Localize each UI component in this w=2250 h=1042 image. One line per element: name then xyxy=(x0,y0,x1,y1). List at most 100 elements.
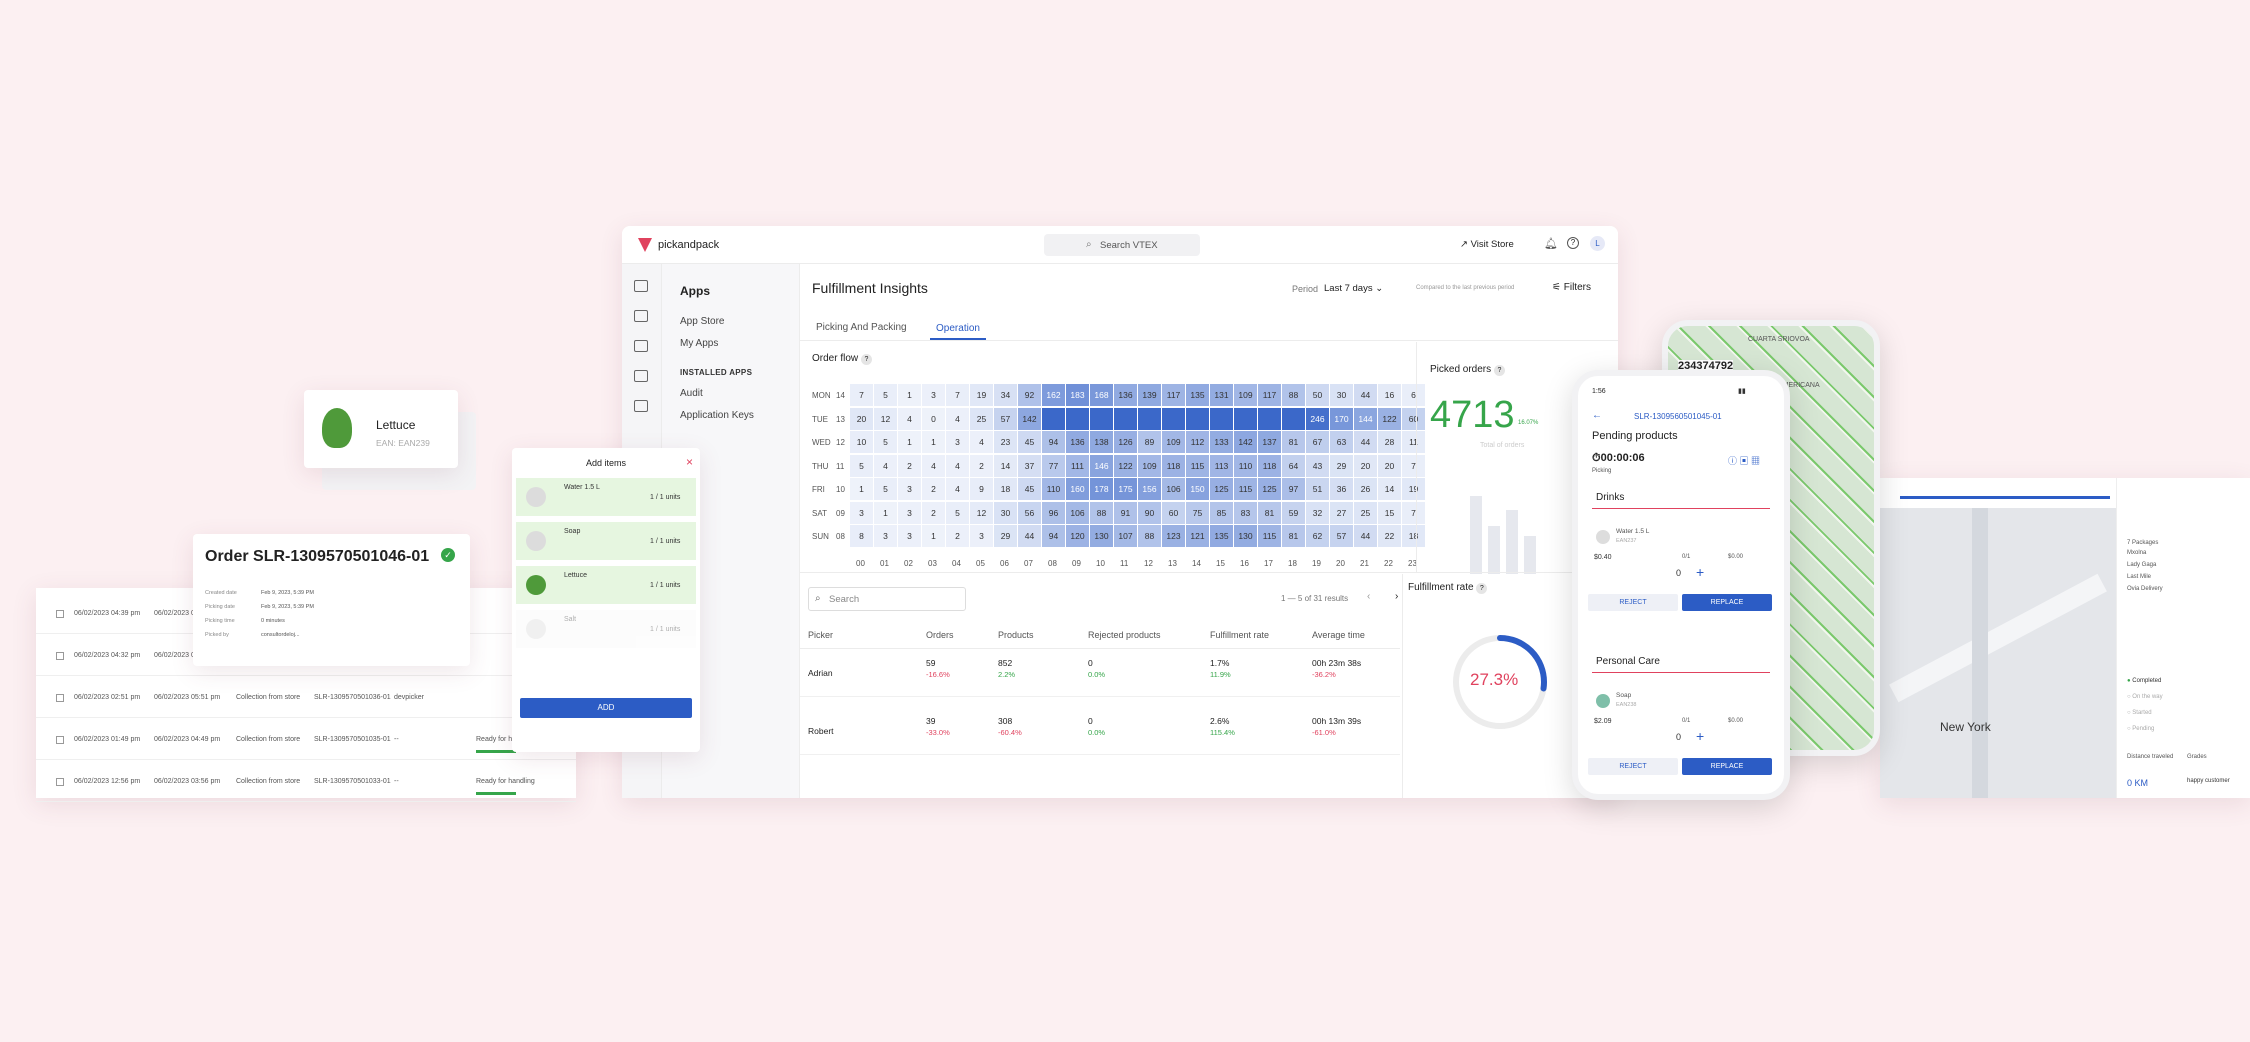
status-on-the-way: ○ On the way xyxy=(2127,694,2163,700)
heatmap-cell: 20 xyxy=(1354,454,1377,477)
list-cell: 06/02/2023 03:56 pm xyxy=(154,778,221,785)
plus-icon[interactable]: + xyxy=(1696,564,1705,580)
cell-value: 2.6% xyxy=(1210,716,1230,726)
picker-search-input[interactable]: ⌕ Search xyxy=(808,587,966,611)
column-header[interactable]: Picker xyxy=(808,630,834,640)
row-divider xyxy=(800,754,1400,755)
list-cell: 06/02/2023 01:49 pm xyxy=(74,736,141,743)
info-icon[interactable]: ? xyxy=(1476,583,1488,594)
list-item[interactable]: 06/02/2023 04:32 pm 06/02/2023 07:... xyxy=(36,642,576,676)
heatmap-cell: 45 xyxy=(1018,431,1041,453)
hour-label: 18 xyxy=(1288,558,1297,568)
heatmap-cell xyxy=(1162,407,1185,430)
list-cell: Ready for handling xyxy=(476,736,535,743)
nav-application-keys[interactable]: Application Keys xyxy=(680,410,754,421)
add-item-row[interactable]: Salt 1 / 1 units xyxy=(516,610,696,648)
phone-time: 1:56 xyxy=(1592,388,1606,395)
row-divider xyxy=(800,696,1400,697)
bell-icon[interactable]: 🔔︎ xyxy=(1544,238,1558,250)
close-icon[interactable]: × xyxy=(686,455,694,469)
column-header[interactable]: Average time xyxy=(1312,630,1365,640)
reject-button[interactable]: REJECT xyxy=(1588,594,1678,611)
row-checkbox[interactable] xyxy=(56,736,64,744)
add-item-row[interactable]: Water 1.5 L 1 / 1 units xyxy=(516,478,696,516)
help-icon[interactable]: ? xyxy=(1567,237,1579,249)
chevron-right-icon[interactable]: › xyxy=(1395,591,1399,602)
column-header[interactable]: Orders xyxy=(926,630,954,640)
heatmap-cell: 4 xyxy=(922,454,945,477)
day-total-label: 08 xyxy=(836,532,845,541)
period-select[interactable]: Last 7 days ⌄ xyxy=(1324,283,1383,294)
heatmap-cell: 91 xyxy=(1114,501,1137,524)
replace-button[interactable]: REPLACE xyxy=(1682,758,1772,775)
table-row[interactable]: Adrian 59 -16.6% 852 2.2% 0 0.0% 1.7% 11.9% 00h 2… xyxy=(800,654,1400,704)
back-arrow-icon[interactable]: ← xyxy=(1592,410,1602,421)
heatmap-cell xyxy=(1186,407,1209,430)
hour-label: 20 xyxy=(1336,558,1345,568)
hour-label: 00 xyxy=(856,558,865,568)
megaphone-icon[interactable] xyxy=(634,370,648,382)
heatmap-cell: 130 xyxy=(1090,525,1113,547)
cart-icon[interactable] xyxy=(634,310,648,322)
column-header[interactable]: Products xyxy=(998,630,1034,640)
heatmap-cell: 29 xyxy=(1330,454,1353,477)
status-label: Started xyxy=(2132,710,2152,716)
avatar[interactable]: L xyxy=(1590,236,1605,251)
order-detail-card: Order SLR-1309570501046-01 ✓ Created dat… xyxy=(193,534,470,666)
tag-icon[interactable] xyxy=(634,340,648,352)
table-row[interactable]: Robert 39 -33.0% 308 -60.4% 0 0.0% 2.6% 115.4% 00… xyxy=(800,712,1400,762)
chart-icon[interactable] xyxy=(634,280,648,292)
filters-button[interactable]: ⚟ Filters xyxy=(1552,282,1591,293)
list-item[interactable]: 06/02/2023 01:49 pm 06/02/2023 04:49 pm Co… xyxy=(36,726,576,760)
modal-title: Add items xyxy=(585,458,627,468)
heatmap-cell: 137 xyxy=(1258,431,1281,453)
list-item[interactable]: 06/02/2023 12:56 pm 06/02/2023 03:56 pm Co… xyxy=(36,768,576,802)
visit-store-link[interactable]: ↗ Visit Store xyxy=(1460,239,1514,250)
picked-orders-sub: Total of orders xyxy=(1480,442,1525,449)
reject-button[interactable]: REJECT xyxy=(1588,758,1678,775)
heatmap-cell: 10 xyxy=(850,431,873,453)
search-input[interactable]: ⌕ Search VTEX xyxy=(1044,234,1200,256)
heatmap-cell: 20 xyxy=(1378,454,1401,477)
heatmap-cell: 26 xyxy=(1354,478,1377,500)
heatmap-cell: 59 xyxy=(1282,501,1305,524)
chevron-left-icon[interactable]: ‹ xyxy=(1367,591,1371,602)
nav-audit[interactable]: Audit xyxy=(680,388,703,399)
add-item-row[interactable]: Lettuce 1 / 1 units xyxy=(516,566,696,604)
fulfillment-rate-text: Fulfillment rate xyxy=(1408,582,1474,593)
heatmap-cell: 5 xyxy=(946,501,969,524)
compared-note: Compared to the last previous period xyxy=(1416,285,1515,291)
add-item-row[interactable]: Soap 1 / 1 units xyxy=(516,522,696,560)
row-checkbox[interactable] xyxy=(56,694,64,702)
nav-my-apps[interactable]: My Apps xyxy=(680,338,719,349)
list-item[interactable]: 06/02/2023 02:51 pm 06/02/2023 05:51 pm Co… xyxy=(36,684,576,718)
replace-button[interactable]: REPLACE xyxy=(1682,594,1772,611)
heatmap-cell: 90 xyxy=(1138,501,1161,524)
order-flow-label: Order flow xyxy=(812,353,859,364)
tab-picking-and-packing[interactable]: Picking And Packing xyxy=(816,322,907,333)
list-cell: 06/02/2023 04:32 pm xyxy=(74,652,141,659)
nav-app-store[interactable]: App Store xyxy=(680,316,725,327)
brand-name: pickandpack xyxy=(658,239,720,251)
add-button[interactable]: ADD xyxy=(520,698,692,718)
table-icon[interactable] xyxy=(634,400,648,412)
row-checkbox[interactable] xyxy=(56,610,64,618)
product-card-lettuce[interactable]: Lettuce EAN: EAN239 xyxy=(304,390,458,468)
cell-value: 59 xyxy=(926,658,936,668)
hour-label: 16 xyxy=(1240,558,1249,568)
toolbar-icons[interactable]: ⓘ ▣ ▦ xyxy=(1728,456,1761,466)
column-header[interactable]: Fulfillment rate xyxy=(1210,630,1270,640)
heatmap-cell xyxy=(1090,407,1113,430)
list-cell: Collection from store xyxy=(236,694,301,701)
search-icon: ⌕ xyxy=(1086,239,1092,250)
row-checkbox[interactable] xyxy=(56,778,64,786)
column-header[interactable]: Rejected products xyxy=(1088,630,1161,640)
heatmap-cell: 112 xyxy=(1186,431,1209,453)
plus-icon[interactable]: + xyxy=(1696,728,1705,744)
info-icon[interactable]: ? xyxy=(860,354,872,365)
row-checkbox[interactable] xyxy=(56,652,64,660)
cell-delta: 0.0% xyxy=(1088,728,1106,737)
info-icon[interactable]: ? xyxy=(1493,365,1505,376)
tab-operation[interactable]: Operation xyxy=(930,316,986,340)
heatmap-cell: 1 xyxy=(898,384,921,406)
